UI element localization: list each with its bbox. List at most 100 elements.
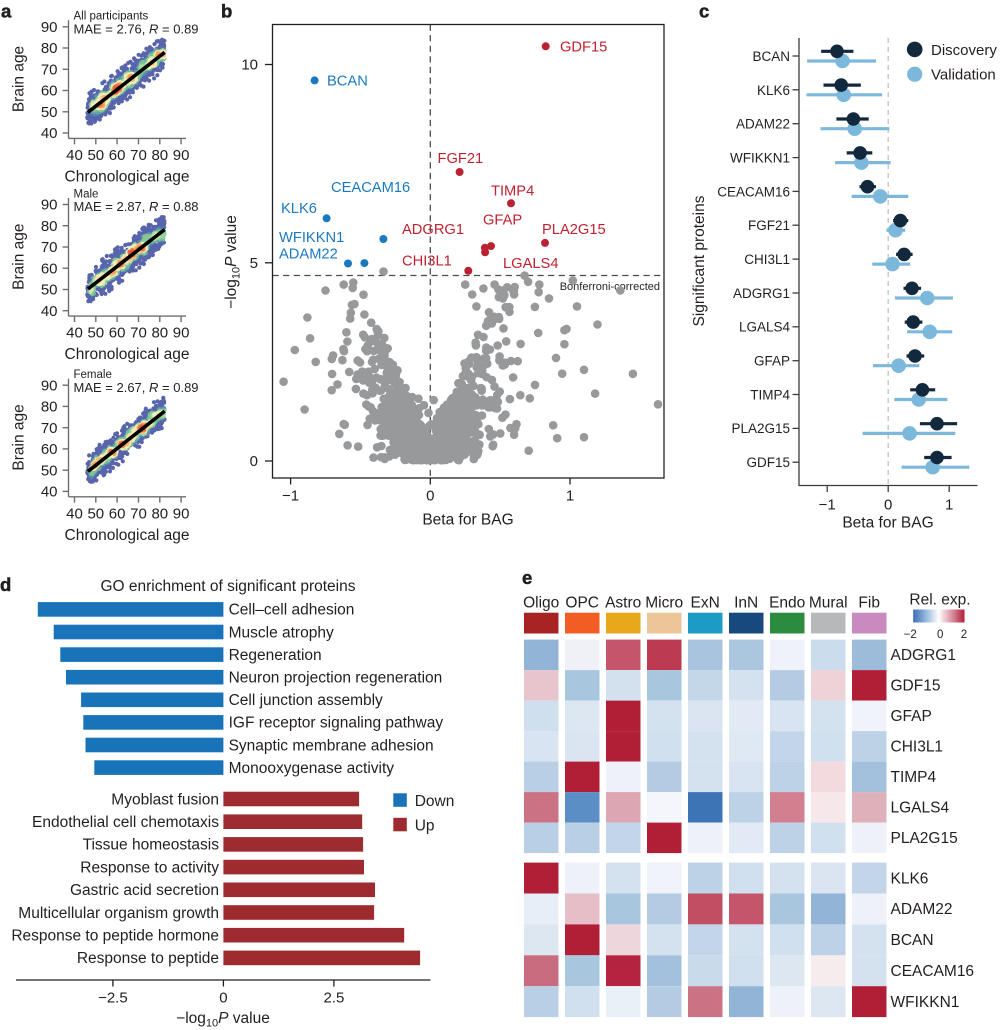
svg-text:90: 90: [173, 325, 190, 342]
svg-text:Oligo: Oligo: [523, 595, 559, 612]
svg-text:70: 70: [41, 62, 58, 79]
svg-text:Rel. exp.: Rel. exp.: [909, 592, 970, 609]
svg-text:IGF receptor signaling pathway: IGF receptor signaling pathway: [229, 715, 444, 732]
svg-text:d: d: [0, 574, 11, 595]
svg-text:2.5: 2.5: [323, 990, 344, 1007]
svg-text:2: 2: [961, 629, 967, 641]
svg-text:0: 0: [250, 453, 258, 470]
svg-text:Cell–cell adhesion: Cell–cell adhesion: [229, 602, 355, 619]
svg-text:Down: Down: [415, 793, 455, 810]
svg-text:GDF15: GDF15: [560, 40, 607, 56]
svg-text:CEACAM16: CEACAM16: [717, 184, 790, 199]
svg-text:−1: −1: [282, 488, 299, 505]
svg-text:Significant proteins: Significant proteins: [691, 195, 708, 326]
svg-text:PLA2G15: PLA2G15: [542, 222, 606, 238]
svg-text:Mural: Mural: [809, 595, 848, 612]
svg-text:KLK6: KLK6: [757, 83, 790, 98]
svg-text:40: 40: [41, 303, 58, 320]
svg-text:MAE = 2.87, R = 0.88: MAE = 2.87, R = 0.88: [74, 199, 199, 214]
svg-text:KLK6: KLK6: [281, 201, 317, 217]
svg-text:−2: −2: [904, 629, 917, 641]
svg-text:TIMP4: TIMP4: [891, 769, 937, 786]
svg-text:Multicellular organism growth: Multicellular organism growth: [18, 905, 219, 922]
svg-text:ADGRG1: ADGRG1: [891, 647, 956, 664]
svg-text:CHI3L1: CHI3L1: [744, 252, 790, 267]
svg-text:−1: −1: [819, 496, 836, 513]
svg-text:50: 50: [41, 282, 58, 299]
svg-text:Cell junction assembly: Cell junction assembly: [229, 692, 383, 709]
svg-text:40: 40: [66, 505, 83, 522]
svg-text:Beta for BAG: Beta for BAG: [842, 515, 933, 532]
svg-text:Response to peptide: Response to peptide: [77, 950, 219, 967]
svg-text:LGALS4: LGALS4: [503, 256, 559, 272]
svg-text:TIMP4: TIMP4: [491, 184, 534, 200]
svg-text:40: 40: [41, 484, 58, 501]
svg-text:ADAM22: ADAM22: [891, 901, 953, 918]
svg-text:50: 50: [87, 147, 104, 164]
svg-text:90: 90: [41, 377, 58, 394]
svg-text:80: 80: [151, 505, 168, 522]
svg-text:40: 40: [41, 125, 58, 142]
svg-text:50: 50: [41, 462, 58, 479]
svg-text:70: 70: [130, 325, 147, 342]
svg-text:Brain age: Brain age: [11, 46, 28, 112]
svg-text:−log10P value: −log10P value: [223, 215, 243, 309]
svg-text:Endo: Endo: [769, 595, 805, 612]
svg-text:ADAM22: ADAM22: [279, 247, 338, 263]
svg-text:80: 80: [41, 399, 58, 416]
svg-text:LGALS4: LGALS4: [739, 320, 791, 335]
svg-text:40: 40: [66, 147, 83, 164]
svg-text:ADGRG1: ADGRG1: [402, 222, 464, 238]
svg-text:Endothelial cell chemotaxis: Endothelial cell chemotaxis: [32, 814, 219, 831]
svg-text:MAE = 2.76, R = 0.89: MAE = 2.76, R = 0.89: [74, 21, 199, 36]
svg-text:Astro: Astro: [605, 595, 641, 612]
svg-text:ADAM22: ADAM22: [736, 117, 790, 132]
svg-text:TIMP4: TIMP4: [750, 387, 790, 402]
svg-text:MAE = 2.67, R = 0.89: MAE = 2.67, R = 0.89: [74, 380, 199, 395]
svg-text:CHI3L1: CHI3L1: [402, 253, 452, 269]
svg-text:1: 1: [566, 488, 574, 505]
svg-text:Micro: Micro: [645, 595, 683, 612]
svg-text:70: 70: [41, 239, 58, 256]
svg-text:GDF15: GDF15: [891, 678, 941, 695]
svg-text:KLK6: KLK6: [891, 870, 929, 887]
svg-text:All participants: All participants: [74, 11, 149, 23]
svg-text:c: c: [699, 1, 709, 22]
svg-text:BCAN: BCAN: [752, 49, 790, 64]
svg-text:GFAP: GFAP: [891, 708, 932, 725]
svg-text:70: 70: [41, 420, 58, 437]
svg-text:a: a: [1, 1, 12, 22]
svg-text:90: 90: [41, 197, 58, 214]
svg-text:GFAP: GFAP: [483, 213, 522, 229]
svg-text:Regeneration: Regeneration: [229, 647, 322, 664]
svg-text:60: 60: [109, 325, 126, 342]
svg-text:60: 60: [41, 441, 58, 458]
svg-text:Discovery: Discovery: [931, 42, 997, 59]
svg-text:50: 50: [87, 325, 104, 342]
svg-text:50: 50: [87, 505, 104, 522]
svg-text:80: 80: [151, 147, 168, 164]
svg-text:CEACAM16: CEACAM16: [891, 963, 975, 980]
svg-text:80: 80: [41, 218, 58, 235]
svg-text:b: b: [221, 1, 232, 22]
svg-text:Beta for BAG: Beta for BAG: [422, 512, 513, 529]
svg-text:Gastric acid secretion: Gastric acid secretion: [70, 882, 219, 899]
svg-text:40: 40: [66, 325, 83, 342]
svg-text:0: 0: [219, 990, 227, 1007]
svg-text:0: 0: [937, 629, 943, 641]
svg-text:70: 70: [130, 147, 147, 164]
svg-text:WFIKKN1: WFIKKN1: [730, 151, 790, 166]
svg-text:Response to activity: Response to activity: [80, 859, 219, 876]
svg-text:Fib: Fib: [858, 595, 880, 612]
svg-text:GDF15: GDF15: [746, 455, 790, 470]
svg-text:80: 80: [151, 325, 168, 342]
svg-text:ExN: ExN: [691, 595, 720, 612]
svg-text:Neuron projection regeneration: Neuron projection regeneration: [229, 670, 443, 687]
svg-text:Chronological age: Chronological age: [65, 346, 190, 363]
svg-text:BCAN: BCAN: [891, 932, 934, 949]
svg-text:60: 60: [109, 505, 126, 522]
svg-text:−2.5: −2.5: [98, 990, 128, 1007]
svg-text:0: 0: [884, 496, 892, 513]
svg-text:90: 90: [41, 19, 58, 36]
svg-text:e: e: [522, 567, 532, 588]
